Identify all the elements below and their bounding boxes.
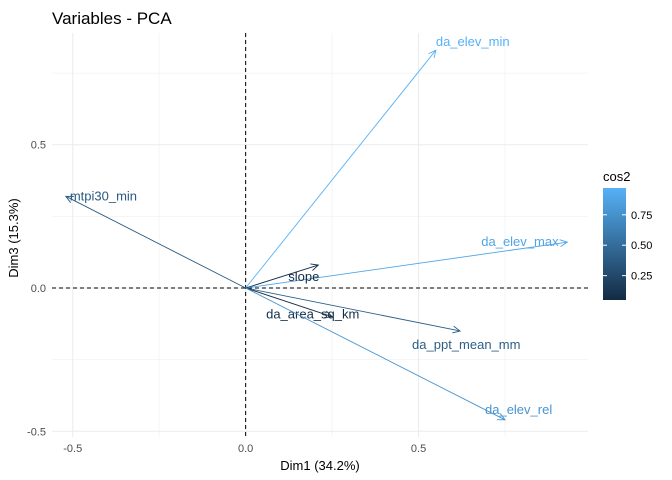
- arrow-da-ppt-mean-mm: [245, 287, 461, 332]
- legend-tick-label: 0.25: [631, 271, 652, 283]
- arrowhead-da-elev-max: [559, 239, 569, 247]
- x-tick-label: 0.5: [411, 443, 426, 455]
- legend-title: cos2: [603, 169, 630, 184]
- arrowhead-da-area-sq-km: [324, 310, 334, 319]
- x-tick-label: -0.5: [63, 443, 82, 455]
- legend-tick-label: 0.75: [631, 210, 652, 222]
- arrow-slope: [245, 264, 319, 289]
- arrow-da-elev-max: [245, 241, 568, 289]
- variable-label-da-ppt-mean-mm: da_ppt_mean_mm: [412, 337, 520, 352]
- arrow-mtpi30-min: [65, 195, 246, 289]
- arrow-da-elev-rel: [245, 287, 506, 421]
- variable-label-slope: slope: [288, 269, 319, 284]
- arrow-da-area-sq-km: [245, 287, 333, 318]
- y-tick-label: 0.0: [31, 283, 46, 295]
- arrowhead-mtpi30-min: [64, 195, 74, 203]
- arrowhead-da-elev-min: [428, 49, 437, 59]
- variable-label-da-area-sq-km: da_area_sq_km: [266, 307, 359, 322]
- x-axis-label: Dim1 (34.2%): [280, 458, 359, 473]
- variable-label-da-elev-max: da_elev_max: [481, 234, 559, 249]
- variable-label-da-elev-rel: da_elev_rel: [485, 402, 552, 417]
- y-axis-label: Dim3 (15.3%): [6, 198, 21, 277]
- x-tick-label: 0.0: [238, 443, 253, 455]
- arrowhead-da-elev-rel: [496, 413, 506, 421]
- arrow-da-elev-min: [245, 49, 437, 289]
- legend-colorbar: [603, 188, 626, 300]
- y-tick-label: 0.5: [31, 140, 46, 152]
- chart-title: Variables - PCA: [52, 9, 172, 28]
- arrowhead-slope: [310, 263, 320, 271]
- y-tick-label: -0.5: [27, 426, 46, 438]
- arrowhead-da-ppt-mean-mm: [452, 325, 462, 334]
- variable-label-da-elev-min: da_elev_min: [436, 34, 510, 49]
- cos2-legend: cos2 0.25 0.50 0.75: [603, 169, 652, 300]
- variable-label-mtpi30-min: mtpi30_min: [70, 188, 137, 203]
- legend-tick-label: 0.50: [631, 240, 652, 252]
